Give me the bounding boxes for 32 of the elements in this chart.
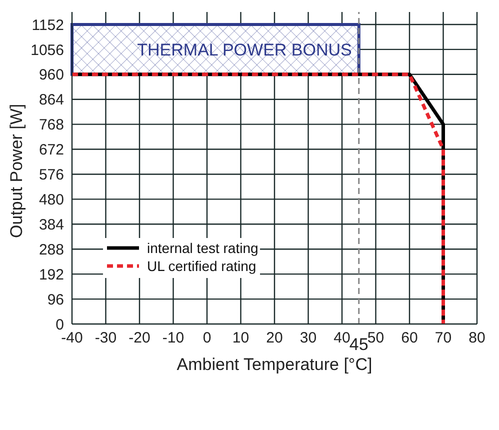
x-tick-label: -20 bbox=[128, 330, 150, 347]
x-tick-label: 10 bbox=[232, 330, 250, 347]
legend-label: internal test rating bbox=[147, 240, 258, 256]
band-label: THERMAL POWER BONUS bbox=[137, 40, 352, 60]
x-tick-label: -30 bbox=[94, 330, 117, 347]
y-tick-label: 288 bbox=[38, 241, 64, 258]
y-tick-label: 672 bbox=[38, 142, 64, 159]
x-axis-title: Ambient Temperature [°C] bbox=[176, 355, 372, 374]
y-tick-label: 576 bbox=[38, 166, 64, 184]
y-tick-label: 960 bbox=[38, 66, 64, 84]
x-tick-label: 40 bbox=[334, 330, 350, 347]
x-tick-label: 60 bbox=[401, 330, 418, 347]
y-tick-label: 192 bbox=[38, 266, 64, 284]
x-tick-label: 80 bbox=[468, 330, 486, 347]
ref-line-label: 45 bbox=[349, 335, 368, 354]
y-tick-label: 96 bbox=[47, 291, 64, 308]
y-tick-label: 480 bbox=[38, 192, 64, 209]
y-tick-label: 1056 bbox=[30, 42, 64, 59]
x-tick-label: 50 bbox=[367, 330, 384, 347]
x-tick-label: 20 bbox=[266, 330, 283, 347]
y-tick-label: 1152 bbox=[32, 16, 64, 34]
x-tick-label: 30 bbox=[300, 330, 317, 347]
y-tick-label: 768 bbox=[38, 116, 64, 134]
y-axis-title: Output Power [W] bbox=[7, 104, 26, 238]
x-tick-label: 0 bbox=[202, 330, 212, 347]
y-tick-label: 0 bbox=[56, 316, 64, 334]
x-tick-label: -40 bbox=[61, 330, 83, 347]
x-tick-label: 70 bbox=[434, 330, 452, 347]
x-tick-label: -10 bbox=[162, 330, 184, 347]
legend-label: UL certified rating bbox=[147, 258, 256, 274]
y-tick-label: 384 bbox=[38, 216, 64, 234]
y-tick-label: 864 bbox=[38, 92, 64, 109]
